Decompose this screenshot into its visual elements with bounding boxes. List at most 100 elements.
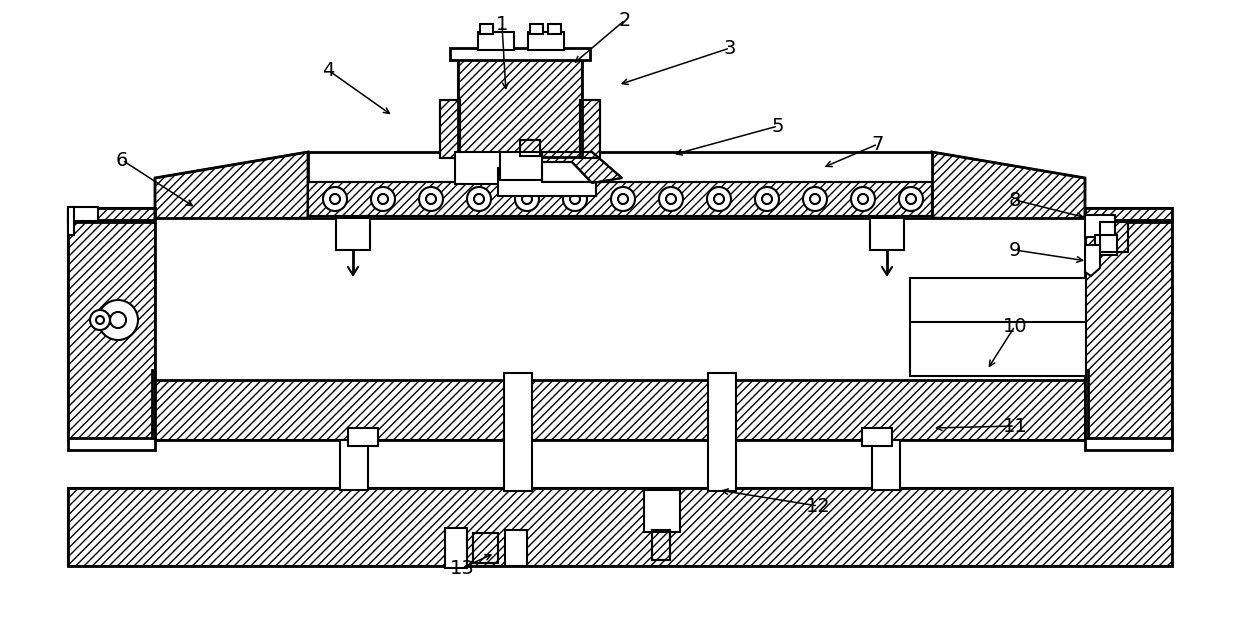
Polygon shape [1085,245,1100,276]
Bar [458,57,582,157]
Bar [870,218,904,250]
Text: 8: 8 [1009,191,1022,209]
Bar [652,530,670,560]
Circle shape [858,194,868,204]
Bar [580,100,600,158]
Bar [520,140,539,156]
Bar [450,48,590,60]
Bar [708,373,737,491]
Circle shape [95,316,104,324]
Circle shape [563,187,587,211]
Bar [308,344,932,374]
Circle shape [322,187,347,211]
Bar [440,100,460,158]
Bar [68,208,155,222]
Polygon shape [932,152,1085,222]
Circle shape [522,194,532,204]
Bar [68,488,1172,566]
Circle shape [804,187,827,211]
Bar [1095,235,1117,255]
Bar [1085,220,1172,440]
Circle shape [467,187,491,211]
Bar [68,220,155,440]
Circle shape [906,194,916,204]
Bar [68,207,74,235]
Bar [480,24,494,34]
Bar [1085,208,1172,222]
Circle shape [474,194,484,204]
Bar [1085,438,1172,450]
Text: 12: 12 [806,497,831,516]
Bar [340,440,368,490]
Bar [872,440,900,490]
Bar [548,24,560,34]
Polygon shape [155,152,308,222]
Circle shape [755,187,779,211]
Circle shape [666,194,676,204]
Bar [458,57,582,157]
Circle shape [570,194,580,204]
Bar [440,100,460,158]
Text: 1: 1 [496,15,508,34]
Bar [528,32,564,50]
Text: 6: 6 [115,151,128,170]
Bar [1085,220,1172,440]
Bar [477,32,515,50]
Bar [68,207,98,221]
Text: 9: 9 [1009,240,1022,259]
Text: 5: 5 [771,116,784,135]
Bar [155,218,1085,380]
Polygon shape [498,168,596,196]
Circle shape [851,187,875,211]
Circle shape [110,312,126,328]
Bar [503,373,532,491]
Circle shape [763,194,773,204]
Bar [1085,208,1172,222]
Text: 3: 3 [724,39,737,57]
Text: 13: 13 [450,558,475,577]
Bar [308,182,932,216]
Text: 7: 7 [872,134,884,153]
Circle shape [378,194,388,204]
Circle shape [618,194,627,204]
Bar [505,530,527,566]
Circle shape [714,194,724,204]
Bar [68,220,155,440]
Bar [644,490,680,532]
Text: 4: 4 [322,60,335,80]
Text: 10: 10 [1003,317,1027,336]
Circle shape [427,194,436,204]
Bar [1100,222,1128,252]
Bar [153,370,1087,440]
Circle shape [658,187,683,211]
Bar [336,218,370,250]
Bar [910,278,1086,376]
Text: 11: 11 [1003,417,1028,436]
Bar [348,428,378,446]
Circle shape [371,187,396,211]
Text: 2: 2 [619,11,631,29]
Bar [68,488,1172,566]
Bar [472,533,498,563]
Circle shape [810,194,820,204]
Bar [1100,222,1128,252]
Bar [308,182,932,216]
Bar [500,152,542,180]
Circle shape [91,310,110,330]
Bar [520,140,539,156]
Bar [445,528,467,568]
Circle shape [707,187,732,211]
Bar [68,438,155,450]
Bar [153,370,1087,440]
Bar [529,24,543,34]
Circle shape [611,187,635,211]
Circle shape [330,194,340,204]
Polygon shape [542,152,622,183]
Bar [308,152,932,220]
Bar [68,208,155,222]
Circle shape [98,300,138,340]
Circle shape [515,187,539,211]
Bar [1085,215,1115,237]
Bar [580,100,600,158]
Circle shape [899,187,923,211]
